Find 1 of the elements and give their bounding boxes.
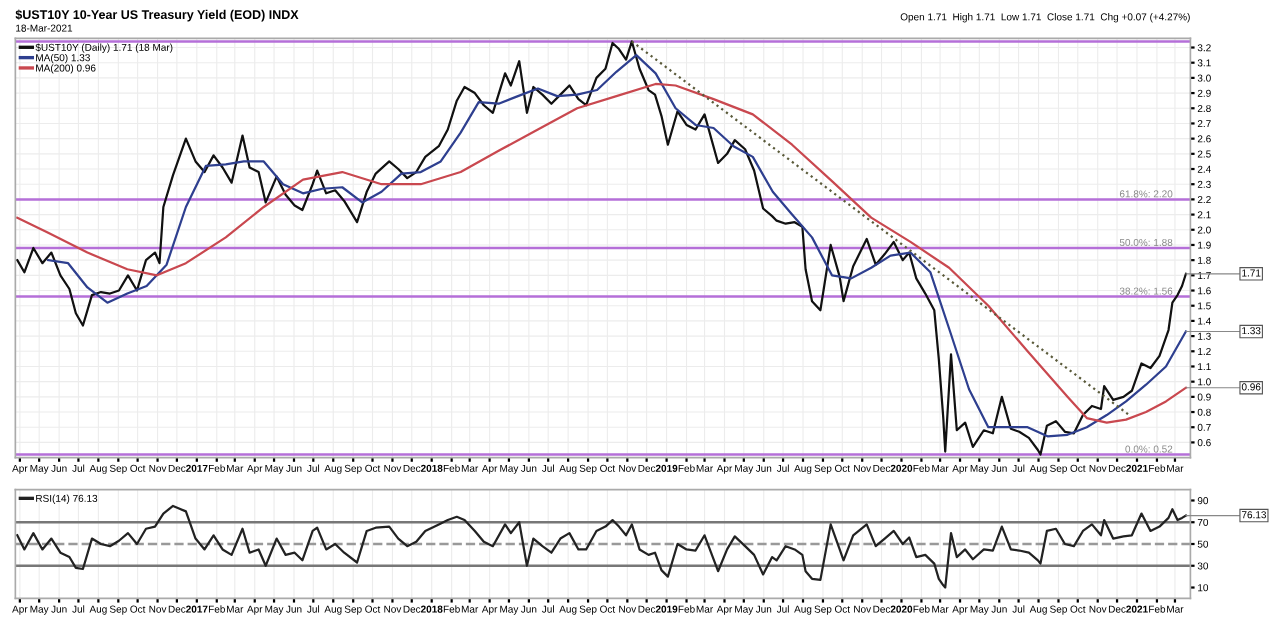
line-series bbox=[16, 504, 1188, 589]
